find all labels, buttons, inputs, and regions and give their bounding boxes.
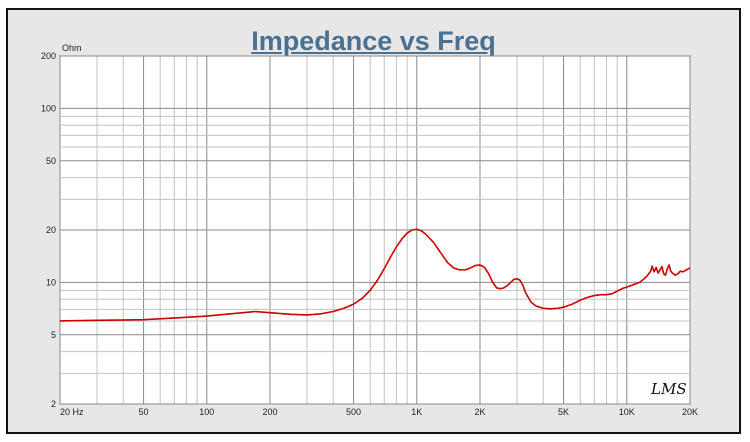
y-tick-label: 20 <box>46 225 56 235</box>
grid <box>59 55 691 405</box>
impedance-curve <box>59 228 691 322</box>
x-tick-label: 2K <box>474 407 485 417</box>
x-tick-label: 500 <box>346 407 361 417</box>
x-tick-label: 10K <box>619 407 635 417</box>
x-tick-label: 1K <box>411 407 422 417</box>
x-tick-label: 50 <box>139 407 149 417</box>
y-tick-label: 10 <box>46 277 56 287</box>
y-tick-label: 2 <box>51 399 56 409</box>
tick-labels: 20 Hz 50 100 200 500 1K 2K 5K 10K 20K 200 100 50 20 10… <box>41 51 698 417</box>
y-tick-label: 200 <box>41 51 56 61</box>
x-tick-label: 100 <box>199 407 214 417</box>
y-tick-label: 5 <box>51 330 56 340</box>
x-tick-label: 20K <box>682 407 698 417</box>
y-tick-label: 50 <box>46 156 56 166</box>
x-tick-label: 20 Hz <box>60 407 84 417</box>
x-tick-label: 5K <box>558 407 569 417</box>
x-tick-label: 200 <box>262 407 277 417</box>
lms-logo: LMS <box>650 380 687 398</box>
y-unit-label: Ohm <box>62 43 82 53</box>
chart-title: Impedance vs Freq <box>251 26 496 56</box>
y-tick-label: 100 <box>41 103 56 113</box>
